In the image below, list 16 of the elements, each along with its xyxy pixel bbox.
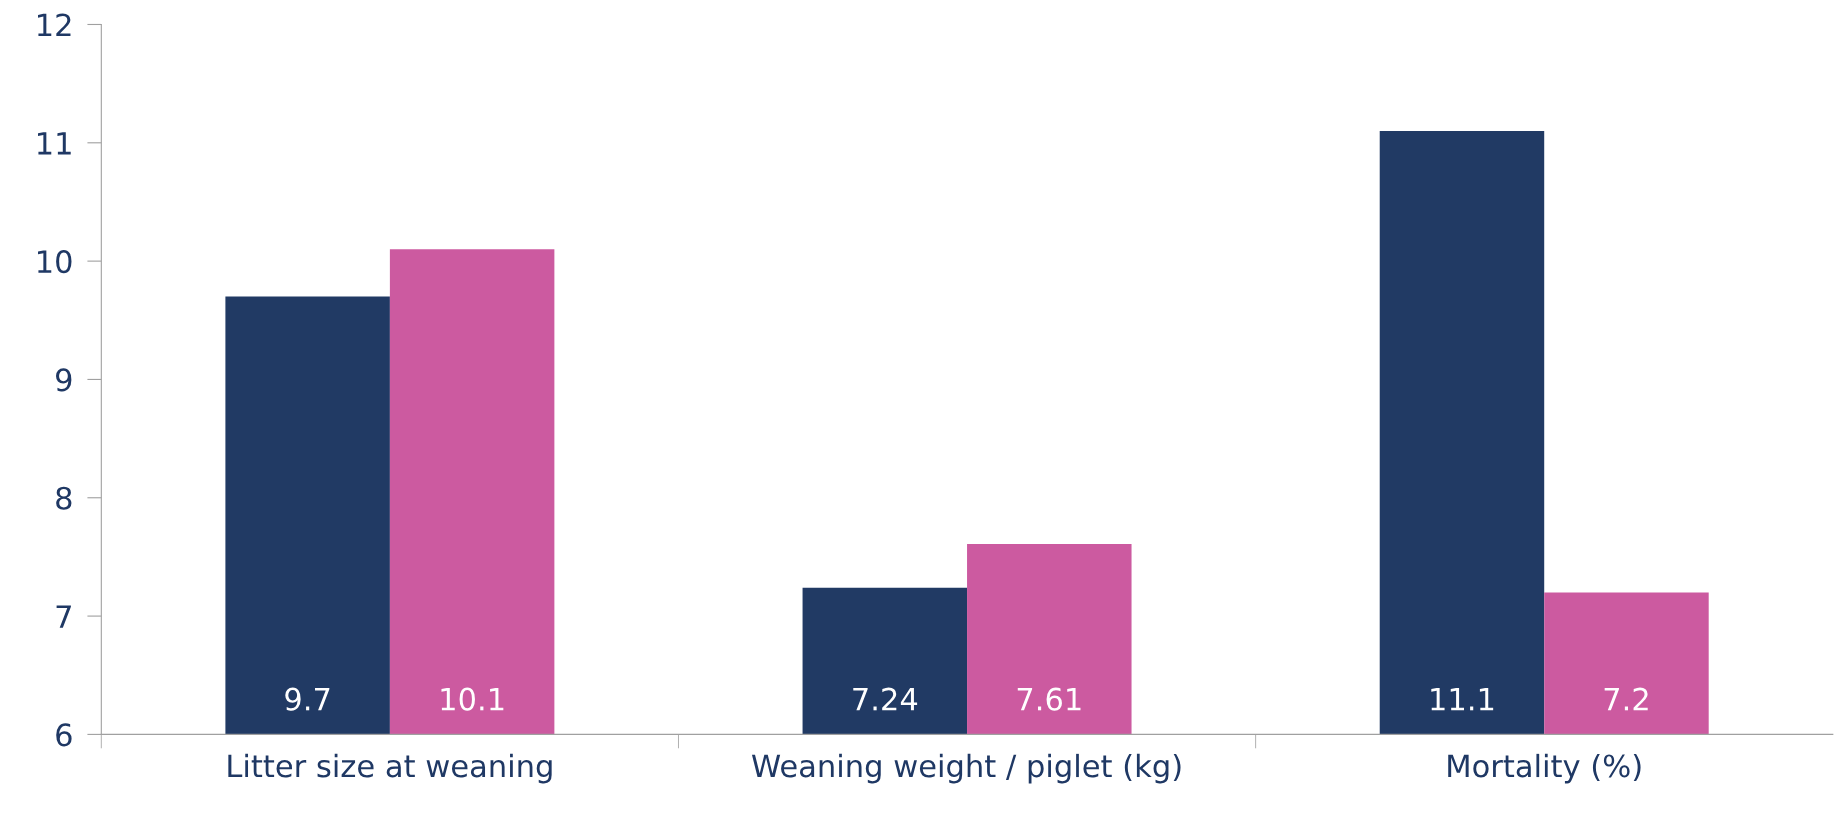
y-tick-label: 7 xyxy=(56,605,71,628)
data-label: 9.7 xyxy=(285,687,330,711)
x-tick-label: Mortality (%) xyxy=(1448,753,1641,784)
y-tick-label: 8 xyxy=(56,486,72,510)
data-label: 7.61 xyxy=(1017,687,1081,711)
data-label: 11.1 xyxy=(1431,688,1494,711)
y-tick-label: 9 xyxy=(56,368,72,392)
y-tick-label: 12 xyxy=(38,13,71,37)
y-tick-label: 11 xyxy=(38,132,71,155)
data-label: 7.24 xyxy=(853,687,918,711)
x-tick-label: Weaning weight / piglet (kg) xyxy=(751,753,1181,784)
data-label: 7.2 xyxy=(1604,687,1648,711)
data-label: 10.1 xyxy=(441,687,504,711)
x-tick-label: Litter size at weaning xyxy=(228,753,552,784)
y-tick-label: 6 xyxy=(56,723,72,747)
y-tick-label: 10 xyxy=(38,250,72,274)
